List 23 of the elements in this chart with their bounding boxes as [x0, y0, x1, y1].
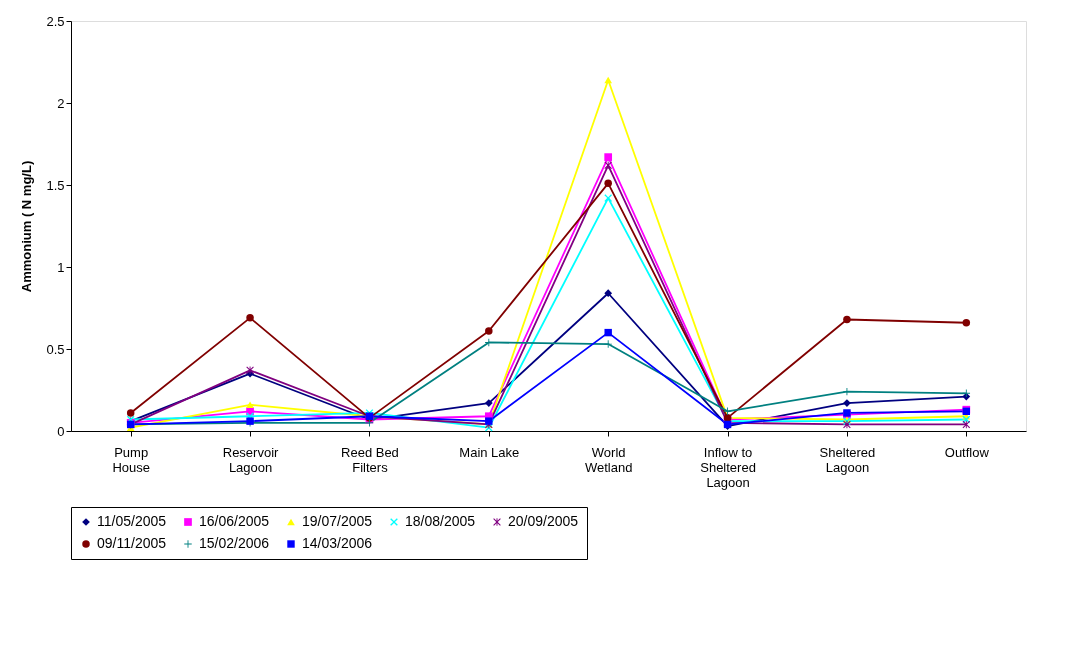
x-tick-label: Reed Bed Filters — [341, 444, 399, 475]
legend-label: 18/08/2005 — [405, 513, 476, 529]
legend-label: 15/02/2006 — [199, 535, 270, 551]
legend-label: 14/03/2006 — [302, 535, 373, 551]
legend-label: 19/07/2005 — [302, 513, 373, 529]
y-tick-label: 0 — [57, 423, 65, 439]
legend-label: 20/09/2005 — [508, 513, 579, 529]
y-tick-label: 0.5 — [46, 341, 65, 357]
x-tick-label: Sheltered Lagoon — [819, 444, 876, 475]
x-tick-label: Inflow to Sheltered Lagoon — [700, 444, 756, 490]
y-axis-title: Ammonium ( N mg/L) — [19, 160, 35, 293]
x-tick-label: Pump House — [112, 444, 150, 475]
x-tick-label: World Wetland — [584, 444, 633, 475]
y-tick-label: 1.5 — [46, 177, 65, 193]
x-tick-label: Main Lake — [459, 444, 520, 460]
x-tick-label: Outflow — [944, 444, 990, 460]
legend-label: 09/11/2005 — [97, 535, 167, 551]
x-tick-label: Reservoir Lagoon — [222, 444, 280, 475]
y-tick-label: 1 — [57, 259, 65, 275]
y-tick-label: 2 — [57, 95, 65, 111]
y-tick-label: 2.5 — [46, 13, 65, 29]
legend-label: 16/06/2005 — [199, 513, 270, 529]
legend-label: 11/05/2005 — [97, 513, 167, 529]
